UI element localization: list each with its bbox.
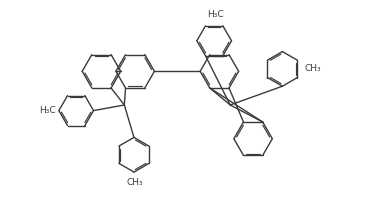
Text: CH₃: CH₃ [304,64,321,73]
Text: H₃C: H₃C [39,106,56,115]
Text: CH₃: CH₃ [127,179,143,187]
Text: H₃C: H₃C [207,10,223,19]
